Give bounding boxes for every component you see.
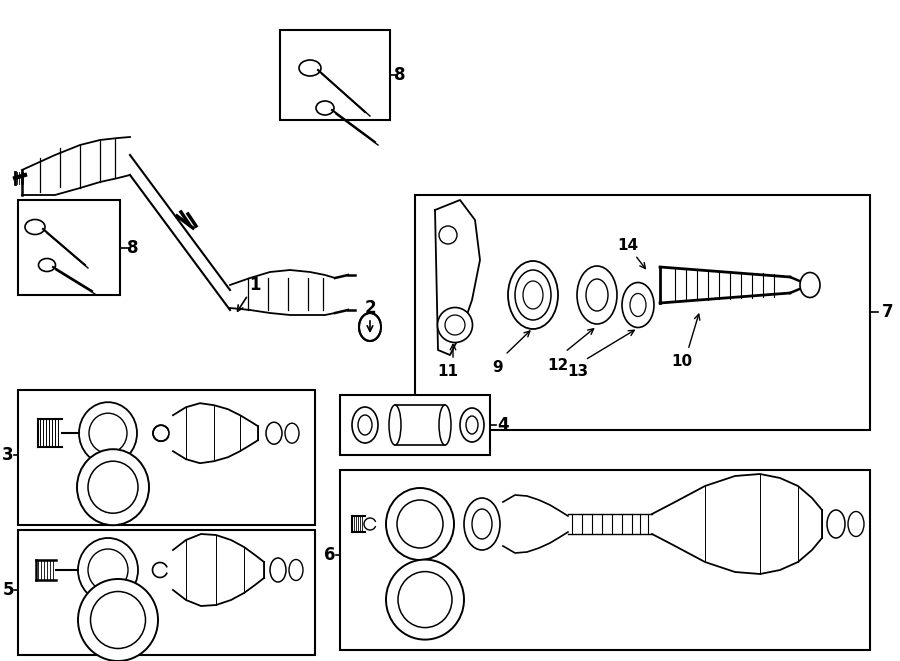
Bar — [340, 470, 870, 650]
Ellipse shape — [270, 558, 286, 582]
Bar — [18, 200, 120, 295]
Text: 1: 1 — [249, 276, 261, 294]
Ellipse shape — [88, 549, 128, 591]
Ellipse shape — [316, 101, 334, 115]
Ellipse shape — [386, 560, 464, 640]
Ellipse shape — [285, 423, 299, 443]
Ellipse shape — [445, 315, 465, 335]
Ellipse shape — [153, 425, 169, 441]
Ellipse shape — [88, 461, 138, 513]
Ellipse shape — [523, 281, 543, 309]
Ellipse shape — [827, 510, 845, 538]
Ellipse shape — [359, 313, 381, 341]
Text: 14: 14 — [617, 237, 639, 253]
Ellipse shape — [386, 488, 454, 560]
Ellipse shape — [630, 293, 646, 317]
Ellipse shape — [266, 422, 282, 444]
Ellipse shape — [515, 270, 551, 320]
Ellipse shape — [91, 592, 146, 648]
Bar — [280, 30, 390, 120]
Ellipse shape — [397, 500, 443, 548]
Ellipse shape — [78, 538, 138, 602]
Text: 8: 8 — [394, 66, 406, 84]
Text: 2: 2 — [364, 299, 376, 317]
Ellipse shape — [358, 415, 372, 435]
Text: 4: 4 — [497, 416, 508, 434]
Ellipse shape — [800, 272, 820, 297]
Bar — [340, 395, 490, 455]
Ellipse shape — [466, 416, 478, 434]
Ellipse shape — [289, 559, 303, 580]
Ellipse shape — [79, 402, 137, 464]
Ellipse shape — [299, 60, 321, 76]
Ellipse shape — [352, 407, 378, 443]
Ellipse shape — [437, 307, 472, 342]
Ellipse shape — [848, 512, 864, 537]
Ellipse shape — [25, 219, 45, 235]
Text: 11: 11 — [437, 364, 458, 379]
Ellipse shape — [508, 261, 558, 329]
Text: 8: 8 — [127, 239, 139, 257]
Ellipse shape — [577, 266, 617, 324]
Text: 7: 7 — [882, 303, 894, 321]
Ellipse shape — [77, 449, 149, 525]
Bar — [415, 195, 870, 430]
Text: 10: 10 — [671, 354, 693, 369]
Ellipse shape — [586, 279, 608, 311]
Ellipse shape — [464, 498, 500, 550]
Text: 6: 6 — [324, 546, 336, 564]
Bar — [18, 530, 315, 655]
Ellipse shape — [460, 408, 484, 442]
Ellipse shape — [89, 413, 127, 453]
Text: 5: 5 — [2, 581, 14, 599]
Text: 3: 3 — [2, 446, 14, 464]
Ellipse shape — [439, 405, 451, 445]
Ellipse shape — [439, 226, 457, 244]
Ellipse shape — [365, 320, 375, 334]
Ellipse shape — [472, 509, 492, 539]
Ellipse shape — [622, 282, 654, 327]
Ellipse shape — [398, 572, 452, 627]
Text: 13: 13 — [567, 364, 589, 379]
Text: 9: 9 — [492, 360, 503, 375]
Bar — [18, 390, 315, 525]
Text: 12: 12 — [547, 358, 569, 373]
Ellipse shape — [39, 258, 56, 272]
Ellipse shape — [78, 579, 158, 661]
Ellipse shape — [389, 405, 401, 445]
